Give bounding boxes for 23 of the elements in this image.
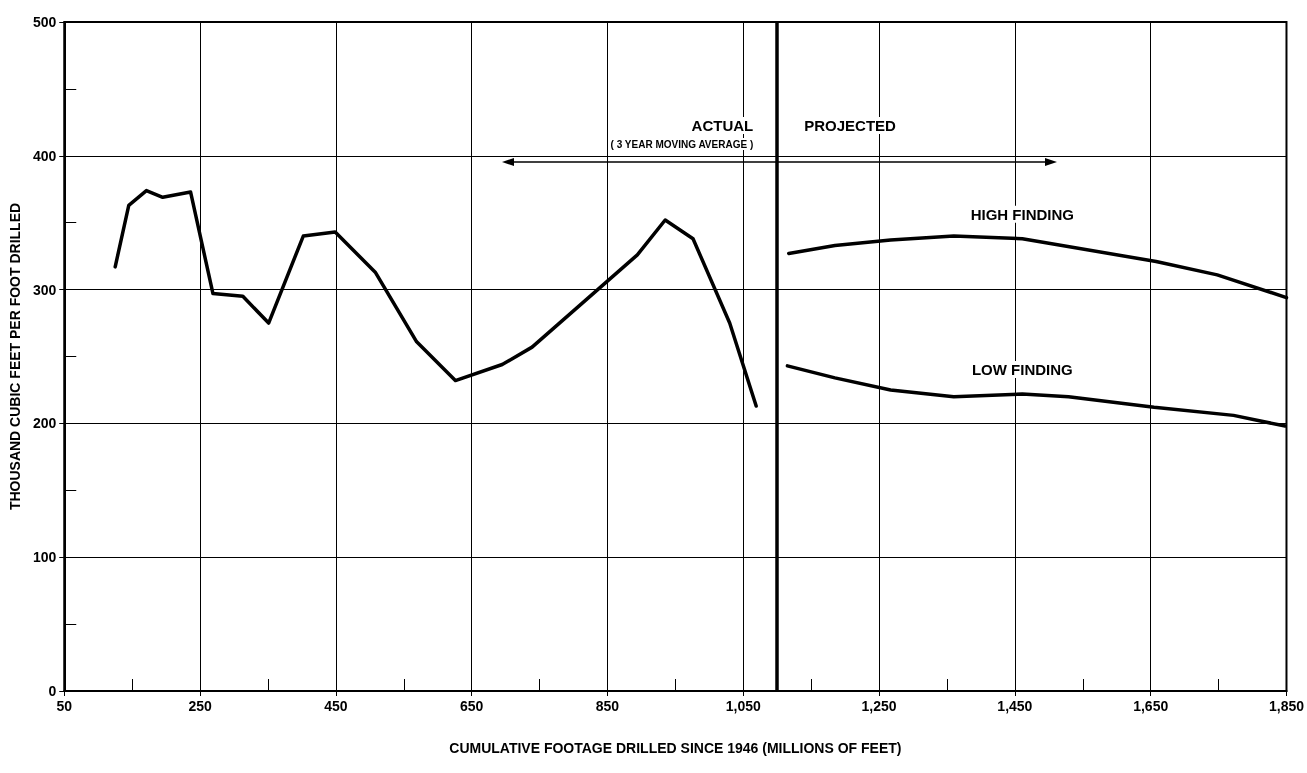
x-tick-label: 250	[188, 698, 212, 714]
x-axis-title: CUMULATIVE FOOTAGE DRILLED SINCE 1946 (MILLIONS OF FEET)	[449, 740, 902, 756]
x-tick-label: 1,850	[1268, 698, 1305, 714]
x-tick-label: 1,650	[1133, 698, 1169, 714]
x-tick-label: 50	[56, 698, 73, 714]
x-tick-label: 450	[324, 698, 348, 714]
y-axis-title: THOUSAND CUBIC FEET PER FOOT DRILLED	[7, 202, 23, 511]
x-tick-label: 1,050	[725, 698, 761, 714]
y-tick-label: 200	[32, 415, 57, 432]
y-tick-label: 500	[32, 14, 57, 30]
y-tick-label: 100	[32, 549, 57, 566]
series-label: HIGH FINDING	[970, 205, 1075, 223]
x-tick-label: 1,450	[997, 698, 1033, 714]
y-tick-label: 0	[48, 683, 57, 699]
y-tick-label: 300	[32, 281, 57, 298]
annotation: ( 3 YEAR MOVING AVERAGE )	[610, 138, 754, 150]
series-label: LOW FINDING	[971, 360, 1073, 378]
x-tick-label: 850	[595, 698, 620, 714]
y-tick-label: 400	[32, 147, 57, 164]
annotation: ACTUAL	[691, 117, 754, 134]
annotation: PROJECTED	[804, 117, 897, 134]
x-tick-label: 1,250	[861, 698, 897, 714]
x-tick-label: 650	[459, 698, 484, 714]
